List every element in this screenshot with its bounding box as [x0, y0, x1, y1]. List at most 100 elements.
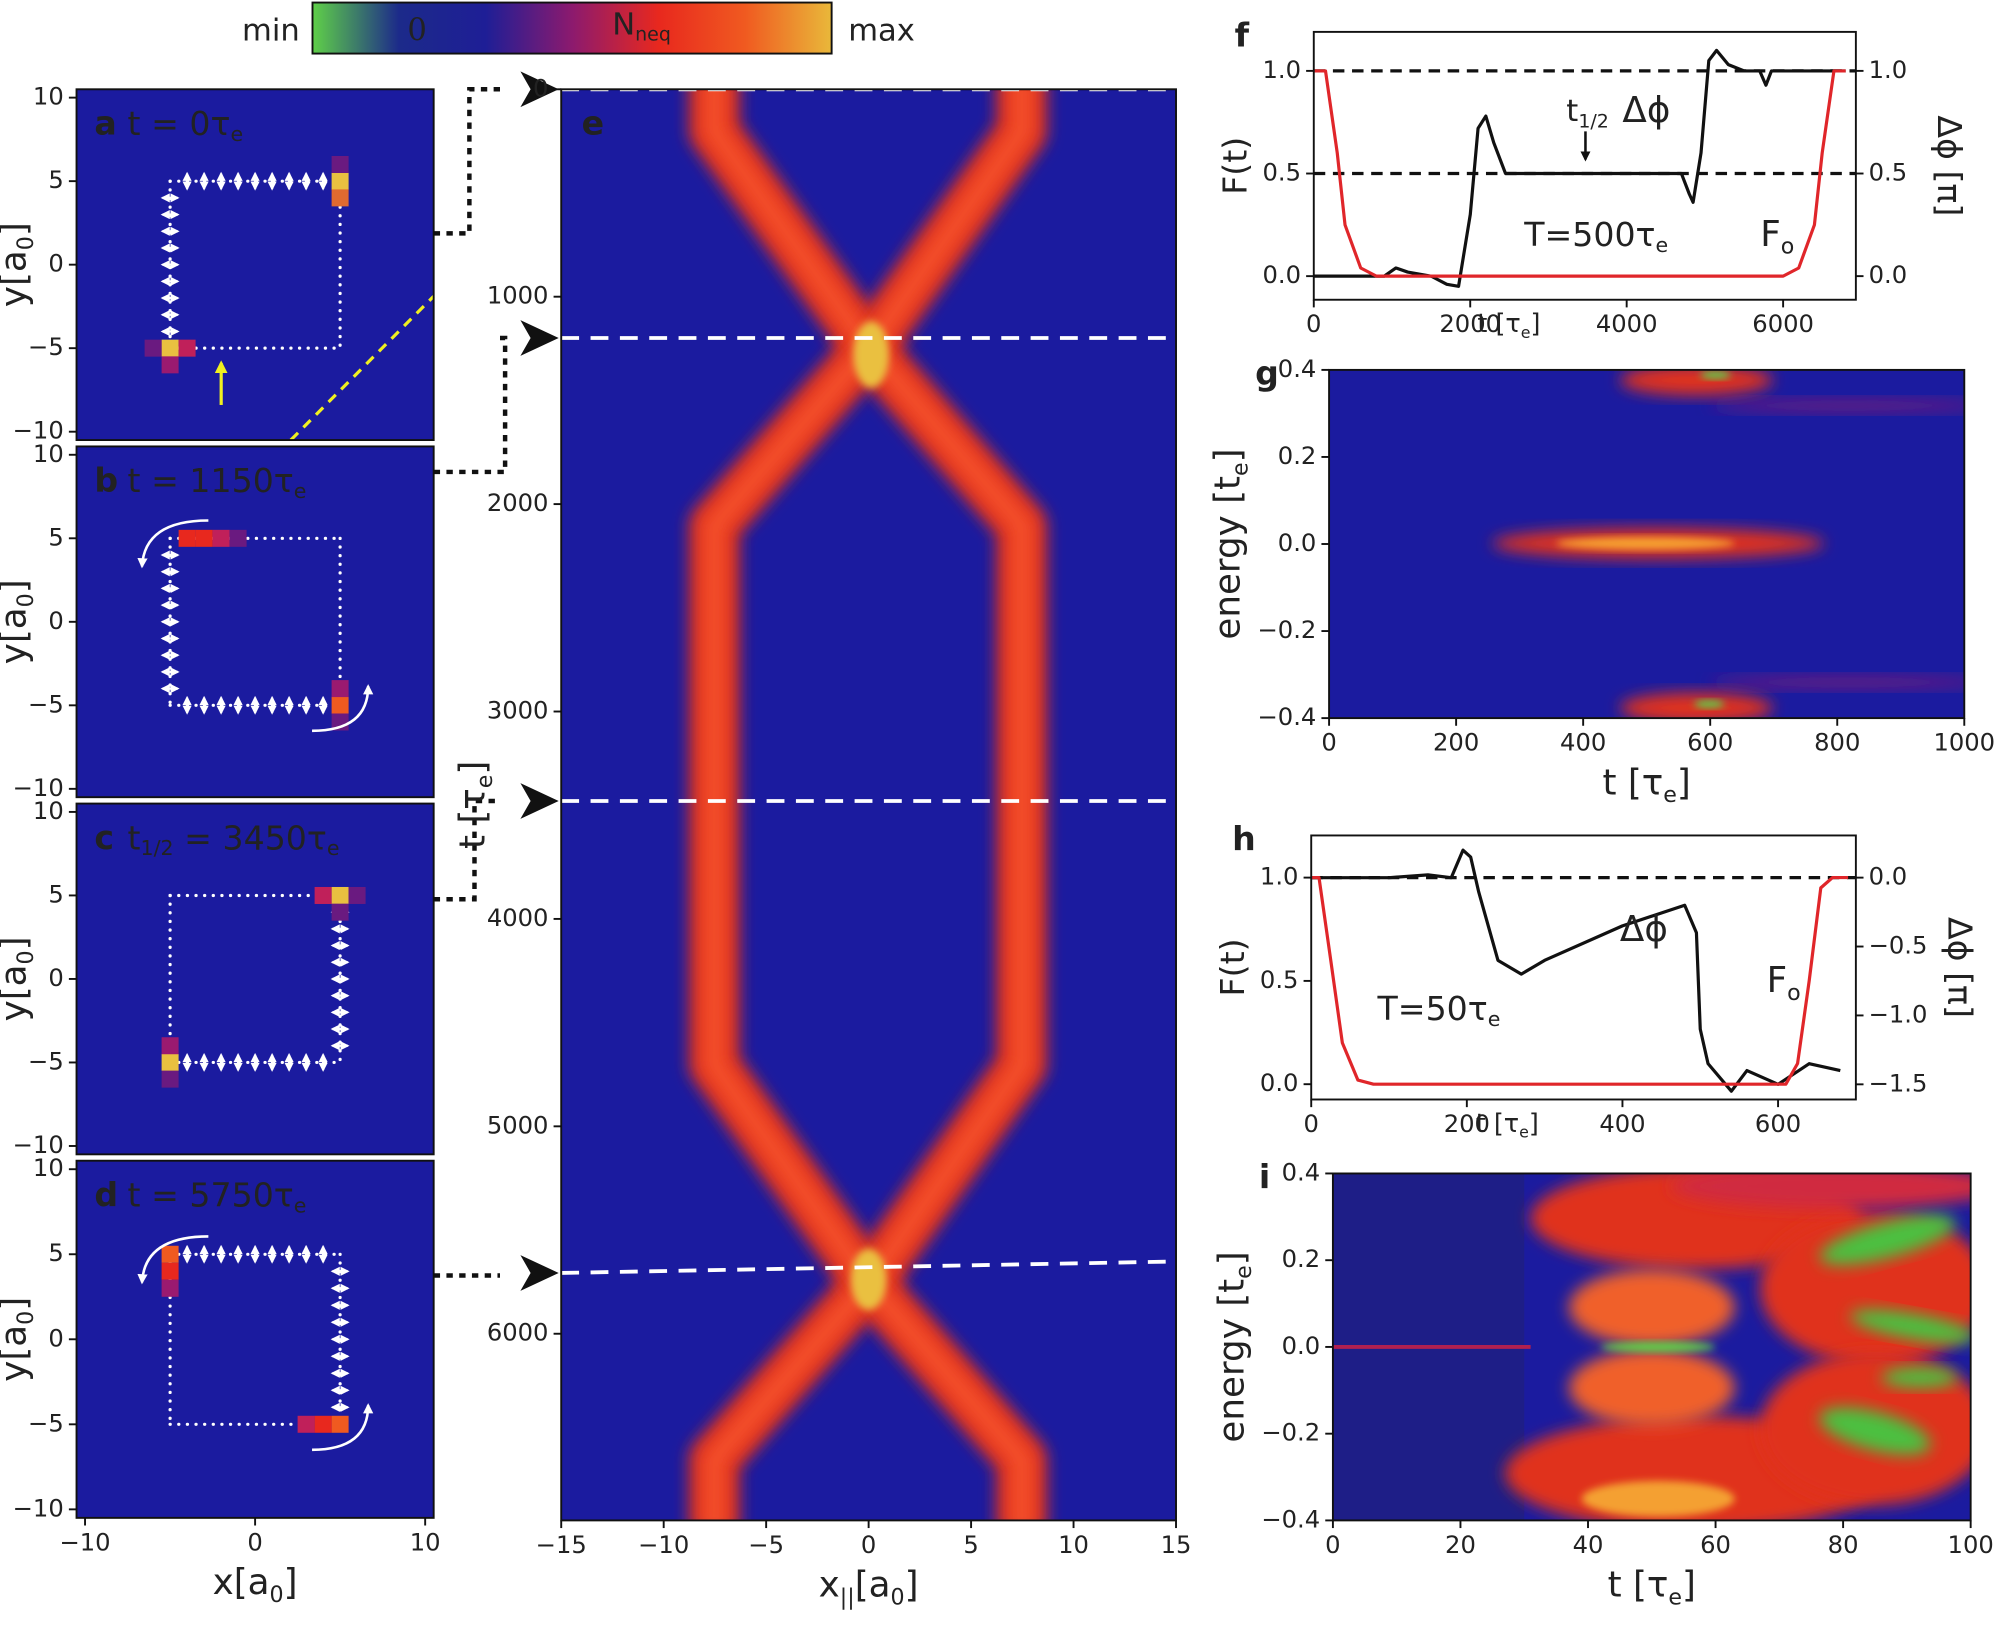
map-background	[76, 446, 434, 798]
panel-time: t = 0τe	[128, 104, 244, 146]
colorbar-min-label: min	[242, 13, 300, 48]
y-tick-label: −10	[13, 1131, 64, 1159]
x-tick-label: 10	[1058, 1531, 1089, 1559]
subscript: neq	[635, 23, 671, 45]
panel-letter: i	[1259, 1157, 1270, 1196]
y-tick-label: 0.2	[1282, 1245, 1321, 1273]
text-part: y[a	[0, 250, 34, 307]
y-tick-label: −5	[28, 1409, 64, 1437]
bright-site	[314, 1415, 332, 1433]
y-tick-label: −0.2	[1261, 1419, 1320, 1447]
panel-letter: b	[94, 461, 118, 500]
x-axis-label: x[a0]	[213, 1562, 298, 1607]
flow-arrow	[312, 1403, 374, 1452]
panel-letter: c	[94, 818, 114, 857]
y-tick-label: 10	[33, 440, 64, 468]
y2-tick-label: −1.0	[1869, 1000, 1928, 1028]
x-tick-label: 2000	[1439, 310, 1501, 338]
spectral-feature	[1619, 369, 1773, 396]
y-tick-label: 3000	[487, 697, 549, 725]
y-tick-label: 5	[48, 1239, 63, 1267]
spectral-feature	[1881, 1367, 1958, 1388]
y-tick-label: 5	[48, 880, 63, 908]
subscript: e	[1488, 1007, 1501, 1031]
y-tick-label: 1000	[487, 282, 549, 310]
y-tick-label: −0.4	[1258, 703, 1317, 731]
frame	[1312, 30, 1857, 301]
bright-site	[161, 1279, 179, 1297]
series-line	[1311, 875, 1849, 1086]
y-axis-label: F(t)	[1216, 137, 1255, 195]
subscript: e	[472, 775, 498, 789]
x-tick-label: 800	[1814, 729, 1860, 757]
y-tick-label: −5	[28, 690, 64, 718]
text-part: ]	[1531, 309, 1541, 339]
y-axis-label: t [τe]	[452, 761, 497, 849]
y2-tick-label: 0.5	[1869, 159, 1908, 187]
trajectory-core	[704, 89, 1032, 1521]
annotation: Δϕ	[1622, 90, 1670, 131]
text-part: T=500τ	[1523, 214, 1655, 253]
series-line	[1313, 69, 1846, 278]
x-tick-label: 80	[1828, 1531, 1859, 1559]
collision-spot	[850, 1248, 887, 1310]
x-tick-label: 5	[963, 1531, 978, 1559]
panel-letter: a	[94, 104, 116, 143]
subscript: 0	[13, 593, 39, 607]
colorbar-max-label: max	[848, 13, 915, 48]
panel-letter: e	[582, 104, 604, 143]
y-tick-label: 0	[48, 964, 63, 992]
subscript: 0	[13, 236, 39, 250]
map-background	[76, 803, 434, 1155]
panel-letter: g	[1255, 353, 1279, 392]
subscript: e	[294, 479, 307, 503]
subscript: 0	[891, 1584, 905, 1610]
bright-site	[331, 172, 349, 190]
annotation: Δϕ	[1620, 909, 1668, 950]
y-tick-label: 5	[48, 166, 63, 194]
bright-site	[331, 155, 349, 173]
cut-line	[289, 295, 435, 442]
y-axis-label: y[a0]	[0, 222, 39, 307]
bright-site	[161, 1053, 179, 1071]
x-tick-label: 200	[1433, 729, 1479, 757]
y-tick-label: 0.5	[1260, 966, 1299, 994]
subscript: o	[1781, 233, 1795, 259]
arrowhead	[520, 1255, 559, 1291]
text-part: y[a	[0, 964, 34, 1021]
text-part: ]	[1208, 448, 1249, 462]
text-part: ]	[0, 1297, 34, 1311]
spectral-feature	[1709, 399, 1965, 412]
connector	[433, 87, 500, 236]
x-axis-label: t [τe]	[1477, 309, 1540, 341]
panel-letter: f	[1235, 15, 1250, 54]
text-part: ]	[284, 1562, 298, 1603]
text-part: N	[612, 7, 635, 42]
x-tick-label: 200	[1444, 1110, 1490, 1138]
spectral-map	[1332, 1173, 1971, 1521]
series-line	[1311, 848, 1841, 1093]
y-tick-label: 10	[33, 797, 64, 825]
lattice-panel	[75, 1159, 435, 1519]
subscript: o	[1787, 979, 1801, 1005]
x-tick-label: 40	[1573, 1531, 1604, 1559]
text-part: ]	[1682, 1565, 1696, 1606]
x-tick-label: 0	[247, 1528, 262, 1556]
subscript: e	[230, 122, 243, 146]
y-tick-label: 0.5	[1262, 159, 1301, 187]
bright-site	[195, 529, 213, 547]
y2-axis-label: Δϕ [π]	[1940, 917, 1979, 1018]
subscript: ||	[840, 1584, 855, 1610]
flow-arrow	[312, 684, 374, 733]
text-part: = 3450τ	[174, 818, 327, 857]
text-part: ]	[1529, 1109, 1539, 1139]
density-map	[561, 89, 1177, 1521]
colorbar-zero-label: 0	[407, 13, 426, 48]
bright-site	[161, 1245, 179, 1263]
spectral-feature	[1600, 1341, 1716, 1353]
y-tick-label: 1.0	[1262, 56, 1301, 84]
bright-site	[161, 356, 179, 374]
x-tick-label: −10	[638, 1531, 689, 1559]
y2-axis-label: Δϕ [π]	[1930, 115, 1969, 216]
connector	[433, 335, 508, 475]
